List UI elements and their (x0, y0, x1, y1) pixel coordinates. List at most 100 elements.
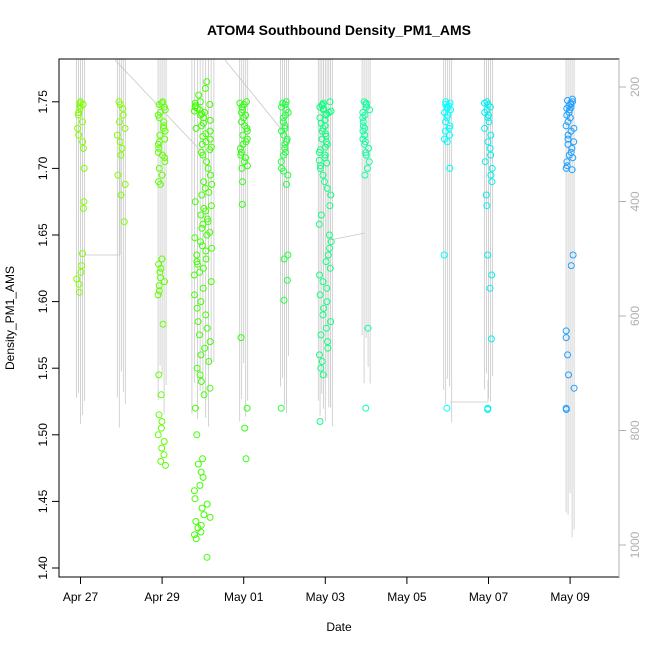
data-point (562, 122, 570, 130)
data-point (193, 431, 201, 439)
data-point (118, 144, 126, 152)
data-point (277, 158, 285, 166)
data-point (191, 531, 198, 539)
data-point (283, 180, 290, 188)
data-point (566, 106, 574, 114)
data-point (193, 304, 201, 312)
data-point (197, 238, 204, 246)
data-point (206, 146, 214, 154)
data-point (323, 284, 331, 292)
data-point (206, 101, 214, 108)
data-point (208, 180, 216, 188)
data-point (566, 114, 574, 122)
data-point (444, 111, 452, 119)
data-point (362, 151, 370, 159)
data-point (79, 204, 87, 212)
data-point (191, 495, 199, 503)
x-tick-label: Apr 27 (63, 590, 99, 604)
data-point (481, 99, 488, 107)
data-point (317, 364, 325, 372)
data-point (203, 231, 211, 239)
data-point (238, 103, 246, 111)
data-point (76, 102, 84, 110)
right-tick-label: 1000 (628, 531, 642, 558)
x-axis-label: Date (326, 620, 352, 634)
data-point (202, 247, 210, 255)
data-point (280, 255, 288, 263)
data-point (277, 404, 285, 412)
x-tick-label: May 03 (306, 590, 346, 604)
x-tick-label: May 05 (387, 590, 427, 604)
data-point (488, 271, 496, 279)
data-point (207, 202, 215, 210)
data-point (78, 262, 86, 270)
data-point (319, 311, 327, 319)
data-point (324, 344, 332, 352)
data-point (194, 460, 202, 468)
data-point (365, 158, 373, 166)
data-point (315, 220, 323, 228)
points-layer (73, 78, 578, 561)
data-point (157, 391, 165, 399)
data-point (316, 418, 324, 425)
data-point (279, 114, 287, 122)
data-point (157, 264, 165, 272)
data-point (155, 114, 163, 122)
data-point (361, 171, 369, 179)
data-point (567, 262, 575, 270)
y-tick-label: 1.75 (36, 90, 50, 114)
data-point (485, 118, 493, 126)
data-point (283, 276, 291, 284)
data-point (206, 513, 214, 521)
data-point (197, 351, 205, 359)
data-point (364, 164, 371, 172)
data-point (203, 553, 211, 561)
data-point (315, 148, 323, 156)
data-point (564, 118, 572, 126)
y-tick-label: 1.40 (36, 556, 50, 580)
data-point (280, 151, 288, 159)
data-point (191, 234, 199, 242)
data-point (564, 131, 572, 139)
data-point (243, 127, 251, 135)
data-point (77, 268, 85, 276)
data-point (567, 101, 575, 108)
data-point (206, 338, 214, 346)
data-point (238, 164, 246, 172)
data-point (158, 418, 166, 425)
data-point (322, 324, 330, 332)
data-point (201, 184, 209, 192)
trace-segment (114, 59, 201, 151)
data-point (242, 154, 249, 162)
x-tick-label: May 07 (469, 590, 509, 604)
data-point (158, 444, 166, 452)
data-point (192, 124, 200, 132)
data-point (116, 138, 124, 146)
data-point (156, 268, 164, 276)
data-point (199, 264, 207, 272)
data-point (317, 331, 325, 339)
data-point (242, 455, 250, 463)
right-axis-ticks: 200 400 600 800 1000 (619, 77, 642, 558)
data-point (204, 164, 212, 172)
data-point (326, 264, 334, 272)
data-point (113, 131, 121, 139)
data-point (199, 473, 207, 481)
data-point (199, 132, 207, 140)
data-point (190, 107, 198, 115)
data-point (564, 351, 572, 359)
data-point (206, 384, 214, 392)
data-point (198, 504, 206, 512)
data-point (326, 202, 334, 210)
y-axis-ticks: 1.40 1.45 1.50 1.55 1.60 1.65 1.70 1.75 (36, 90, 59, 580)
data-point (327, 318, 335, 326)
data-point (280, 167, 287, 175)
data-point (243, 162, 251, 170)
data-point (159, 320, 167, 328)
data-point (362, 148, 370, 156)
data-point (284, 171, 292, 179)
data-point (191, 404, 199, 412)
data-point (488, 178, 496, 186)
data-point (322, 111, 330, 119)
data-point (322, 130, 330, 138)
